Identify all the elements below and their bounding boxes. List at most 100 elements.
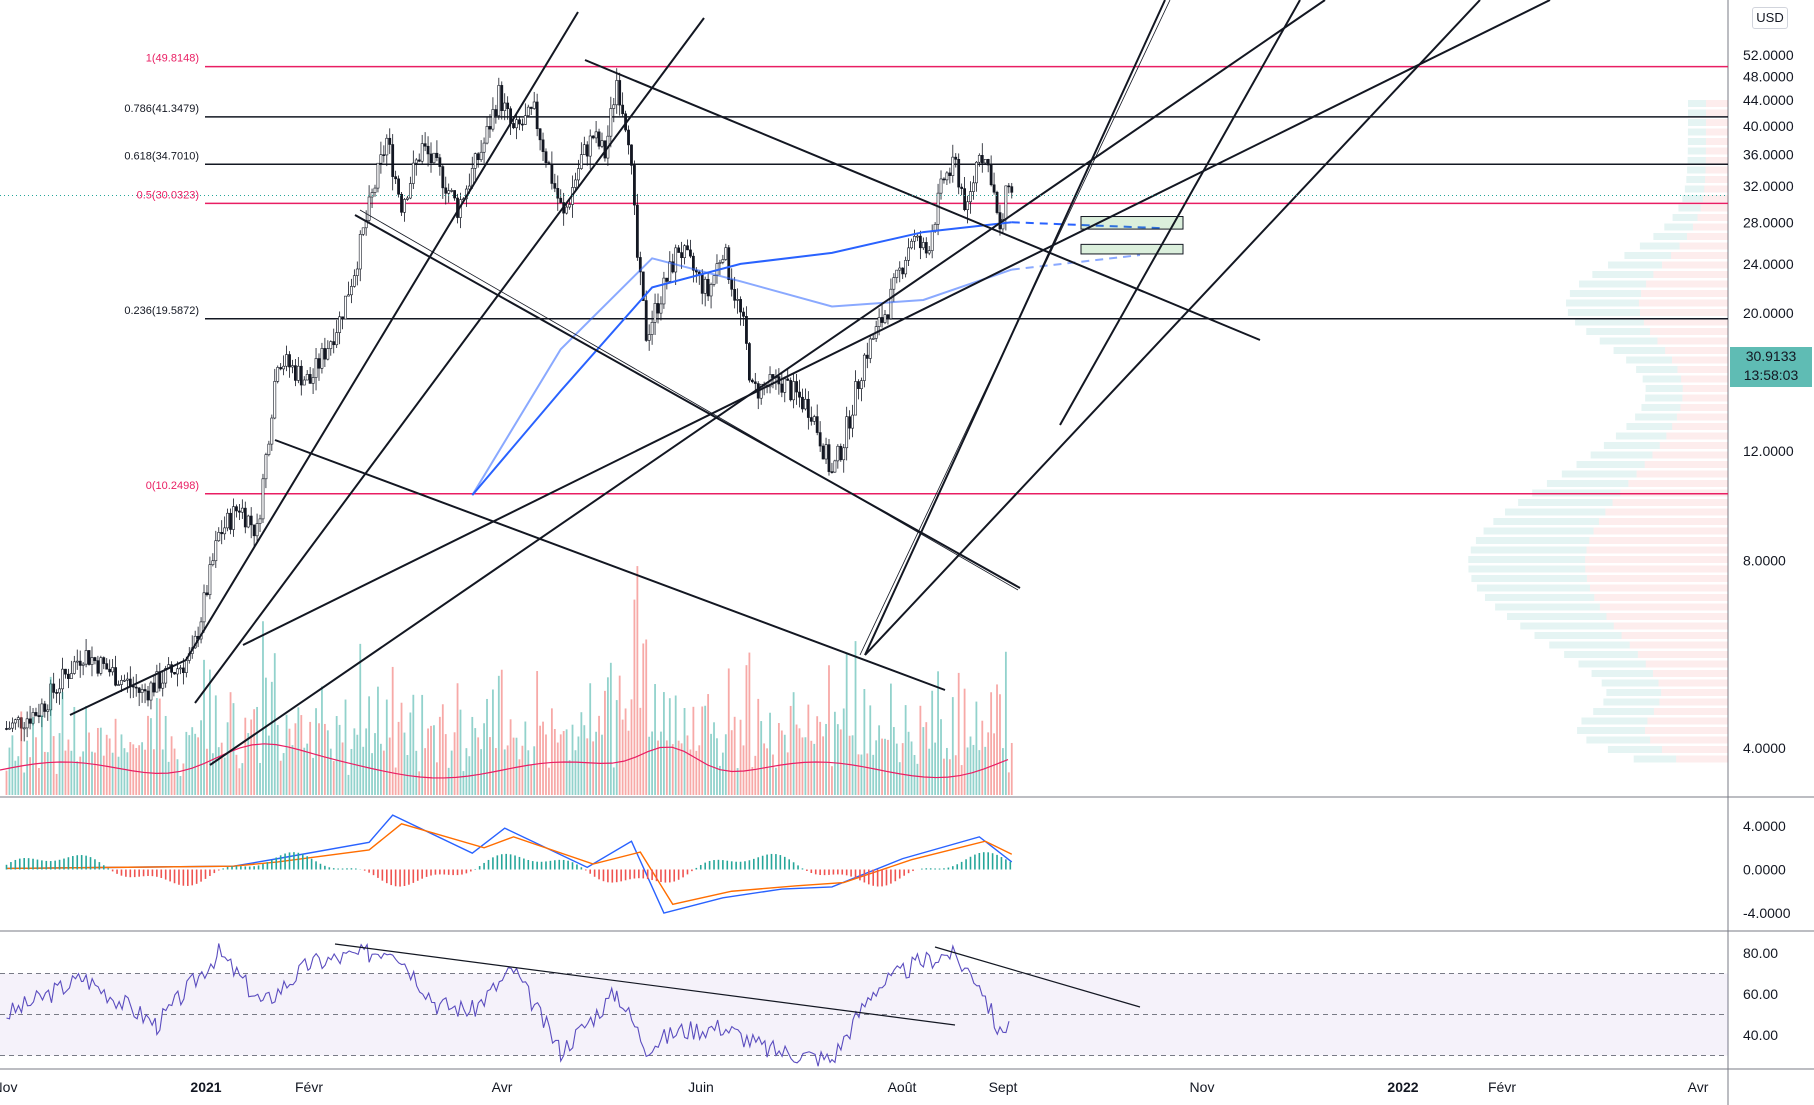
candle-body: [288, 354, 291, 368]
volume-bar: [890, 683, 892, 795]
volume-bar: [38, 768, 40, 795]
volume-bar: [129, 742, 132, 795]
trend-line: [274, 439, 946, 691]
candle-body: [582, 144, 586, 155]
macd-histogram-bar: [881, 869, 883, 887]
candle-body: [249, 515, 253, 526]
volume-bar: [424, 748, 427, 795]
volume-bar: [548, 767, 550, 795]
volume-bar: [436, 762, 438, 795]
candle-body: [916, 235, 919, 238]
candle-body: [680, 252, 683, 259]
volume-bar: [497, 675, 500, 795]
volume-profile-down: [1705, 100, 1728, 107]
candle-body: [432, 152, 436, 164]
volume-bar: [238, 768, 241, 795]
time-axis-tick: Août: [888, 1079, 917, 1095]
macd-histogram-bar: [708, 860, 711, 870]
candle-body: [456, 197, 459, 218]
price-axis-tick: 32.0000: [1743, 178, 1794, 194]
volume-profile-down: [1705, 119, 1728, 126]
candle-body: [279, 367, 283, 370]
candle-body: [783, 378, 787, 393]
volume-profile-down: [1680, 404, 1728, 411]
macd-histogram-bar: [492, 857, 494, 870]
volume-profile-down: [1639, 309, 1728, 316]
candle-body: [397, 178, 400, 195]
volume-bar: [374, 733, 376, 795]
volume-bar: [872, 754, 875, 795]
candle-body: [836, 445, 840, 462]
macd-histogram-bar: [328, 867, 331, 870]
macd-histogram-bar: [567, 860, 569, 870]
volume-profile-down: [1646, 280, 1728, 288]
volume-bar: [928, 748, 931, 795]
volume-bar: [677, 740, 680, 795]
volume-bar: [839, 729, 842, 795]
candle-body: [612, 104, 616, 109]
candle-body: [500, 85, 504, 111]
macd-histogram-bar: [987, 852, 989, 870]
candle-body: [588, 135, 592, 157]
volume-profile-down: [1672, 423, 1728, 430]
volume-bar: [235, 754, 238, 795]
candle-body: [488, 126, 492, 130]
currency-badge[interactable]: USD: [1752, 7, 1788, 29]
candle-body: [892, 277, 896, 290]
time-axis-tick: Avr: [1688, 1079, 1709, 1095]
macd-histogram-bar: [929, 868, 932, 870]
candle-body: [173, 672, 176, 675]
macd-histogram-bar: [452, 869, 454, 876]
rsi-trend-line: [934, 946, 1141, 1008]
candle-body: [170, 664, 173, 673]
macd-histogram-bar: [735, 861, 737, 870]
volume-bar: [798, 728, 801, 795]
volume-profile-up: [1532, 489, 1621, 497]
volume-bar: [615, 700, 618, 795]
candle-body: [700, 273, 704, 294]
candle-body: [653, 303, 657, 323]
candle-body: [164, 667, 168, 684]
macd-histogram-bar: [430, 869, 432, 876]
candle-body: [871, 338, 875, 340]
volume-bar: [807, 704, 810, 795]
candle-body: [780, 383, 784, 393]
rsi-axis-tick: 80.00: [1743, 945, 1778, 961]
volume-bar: [946, 747, 948, 795]
volume-bar: [766, 748, 768, 795]
candle-body: [930, 231, 934, 251]
trend-line: [584, 59, 1261, 341]
volume-bar: [524, 721, 527, 795]
macd-histogram-bar: [403, 869, 406, 887]
macd-histogram-bar: [377, 869, 379, 878]
volume-profile-down: [1676, 413, 1728, 421]
volume-bar: [931, 690, 934, 795]
volume-bar: [674, 695, 677, 795]
candle-body: [179, 667, 182, 670]
volume-profile-down: [1671, 252, 1728, 259]
volume-bar: [338, 724, 341, 795]
macd-histogram-bar: [757, 857, 760, 870]
macd-histogram-bar: [76, 855, 79, 870]
volume-bar: [521, 745, 524, 795]
macd-histogram-bar: [399, 869, 401, 887]
macd-histogram-bar: [288, 852, 291, 870]
candle-body: [600, 140, 604, 147]
volume-bar: [262, 621, 264, 795]
candle-body: [114, 667, 117, 686]
candle-body: [995, 191, 999, 213]
volume-profile-down: [1671, 356, 1728, 364]
macd-histogram-bar: [120, 869, 123, 876]
volume-bar: [574, 750, 577, 795]
volume-bar: [209, 669, 211, 795]
candle-body: [577, 168, 580, 181]
volume-bar: [350, 748, 353, 795]
candle-body: [529, 106, 533, 109]
macd-histogram-bar: [434, 869, 437, 875]
candle-body: [246, 515, 250, 528]
volume-profile-up: [1506, 613, 1607, 620]
candle-body: [706, 278, 710, 297]
macd-histogram-bar: [589, 869, 592, 874]
candle-body: [703, 278, 707, 294]
